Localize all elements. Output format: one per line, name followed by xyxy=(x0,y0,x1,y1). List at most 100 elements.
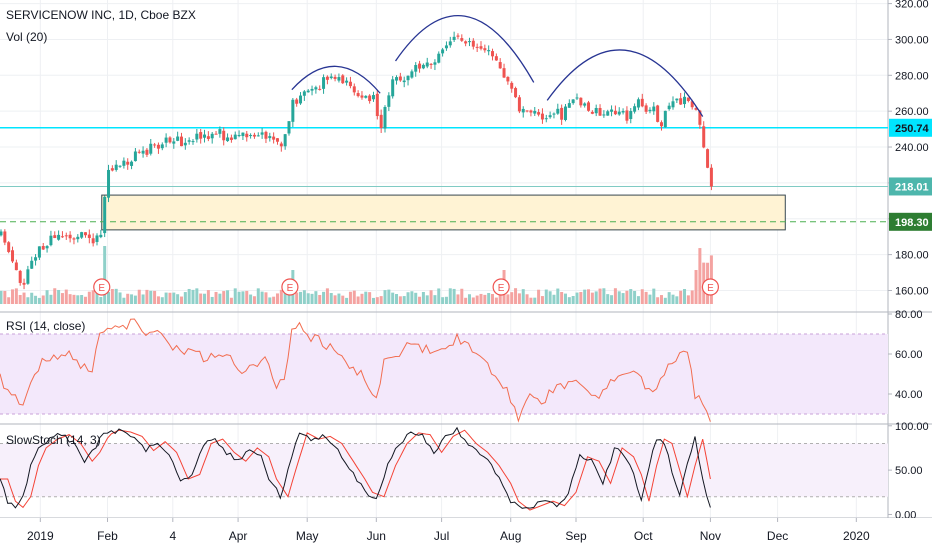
candle-body xyxy=(371,95,375,100)
candle-body xyxy=(521,108,525,113)
volume-bar xyxy=(141,294,145,304)
candle-body xyxy=(83,232,87,236)
price-badges: 250.74 218.01 198.30 xyxy=(889,118,932,231)
volume-bar xyxy=(675,296,679,304)
candle-body xyxy=(398,76,402,81)
volume-bar xyxy=(429,290,433,304)
candle-body xyxy=(494,56,498,61)
candle-body xyxy=(0,231,3,236)
volume-bar xyxy=(587,289,591,304)
volume-bar xyxy=(686,295,690,304)
rsi-tick-label: 80.00 xyxy=(895,309,923,321)
candle-body xyxy=(264,131,268,139)
candle-body xyxy=(203,134,207,138)
candle-body xyxy=(122,160,126,166)
volume-bar xyxy=(256,288,260,304)
volume-bar xyxy=(164,292,168,304)
candle-body xyxy=(68,234,72,239)
volume-bar xyxy=(633,290,637,304)
candle-body xyxy=(368,95,372,102)
volume-bar xyxy=(391,292,395,304)
volume-bar xyxy=(602,288,606,304)
volume-bar xyxy=(302,290,306,304)
candle-body xyxy=(272,136,276,140)
symbol-legend[interactable]: SERVICENOW INC, 1D, Cboe BZX xyxy=(6,8,196,22)
volume-bar xyxy=(210,296,214,304)
volume-bar xyxy=(494,297,498,304)
price-tick-label: 300.00 xyxy=(895,34,929,46)
volume-bar xyxy=(168,292,172,304)
candle-body xyxy=(291,99,295,122)
candle-body xyxy=(95,235,99,242)
price-tick-label: 160.00 xyxy=(895,285,929,297)
volume-bar xyxy=(268,297,272,304)
candle-body xyxy=(287,121,291,134)
stochastic-pane xyxy=(0,426,888,511)
volume-bar xyxy=(26,297,30,304)
time-axis: 2019 Feb 4 Apr May Jun Jul Aug Sep Oct Nov Dec 2020 xyxy=(0,518,932,550)
candle-body xyxy=(72,238,76,240)
earnings-marker xyxy=(492,278,510,296)
candle-body xyxy=(437,53,441,63)
volume-bar xyxy=(195,288,199,304)
volume-bar xyxy=(122,297,126,304)
candle-body xyxy=(613,110,617,115)
candle-body xyxy=(694,108,698,110)
candle-body xyxy=(487,50,491,52)
volume-bar xyxy=(306,293,310,304)
candle-body xyxy=(53,235,57,239)
candle-body xyxy=(621,110,625,113)
candle-body xyxy=(137,151,141,153)
volume-bar xyxy=(640,289,644,304)
volume-bar xyxy=(560,291,564,304)
pattern-arc xyxy=(546,49,704,117)
time-tick-label: Jun xyxy=(367,529,386,543)
volume-bar xyxy=(636,296,640,304)
volume-bar xyxy=(525,294,529,304)
volume-bar xyxy=(176,294,180,304)
volume-bar xyxy=(613,288,617,304)
volume-bar xyxy=(322,291,326,304)
volume-bar xyxy=(398,296,402,304)
volume-bar xyxy=(418,296,422,304)
candle-body xyxy=(149,143,153,154)
volume-bar xyxy=(22,292,26,304)
volume-bar xyxy=(375,297,379,304)
candle-body xyxy=(310,88,314,91)
volume-bar xyxy=(406,292,410,304)
candle-body xyxy=(295,99,299,104)
candle-body xyxy=(183,142,187,146)
candle-body xyxy=(26,269,30,284)
volume-bar xyxy=(68,294,72,304)
candle-body xyxy=(679,98,683,105)
volume-bar xyxy=(467,294,471,304)
candle-body xyxy=(690,101,694,108)
volume-bar xyxy=(49,294,53,304)
candle-body xyxy=(133,151,137,162)
rsi-pane xyxy=(0,318,888,423)
candle-body xyxy=(471,40,475,47)
earnings-marker xyxy=(93,278,111,296)
stoch-legend[interactable]: SlowStoch (14, 3) xyxy=(6,433,101,447)
volume-bar xyxy=(471,297,475,304)
candle-body xyxy=(375,93,379,117)
candle-body xyxy=(110,168,114,171)
time-tick-label: Feb xyxy=(97,529,118,543)
volume-bar xyxy=(464,297,468,304)
candle-body xyxy=(544,118,548,120)
volume-bar xyxy=(694,270,698,304)
candle-body xyxy=(571,99,575,104)
candle-body xyxy=(579,97,583,106)
candle-body xyxy=(656,105,660,122)
earnings-marker-label: E xyxy=(287,283,294,294)
volume-bar xyxy=(160,297,164,304)
volume-bar xyxy=(229,297,233,304)
rsi-legend[interactable]: RSI (14, close) xyxy=(6,319,86,333)
volume-bar xyxy=(629,289,633,304)
volume-legend[interactable]: Vol (20) xyxy=(6,30,48,44)
candle-body xyxy=(410,71,414,78)
time-tick-label: Sep xyxy=(565,529,587,543)
volume-bar xyxy=(57,289,61,304)
